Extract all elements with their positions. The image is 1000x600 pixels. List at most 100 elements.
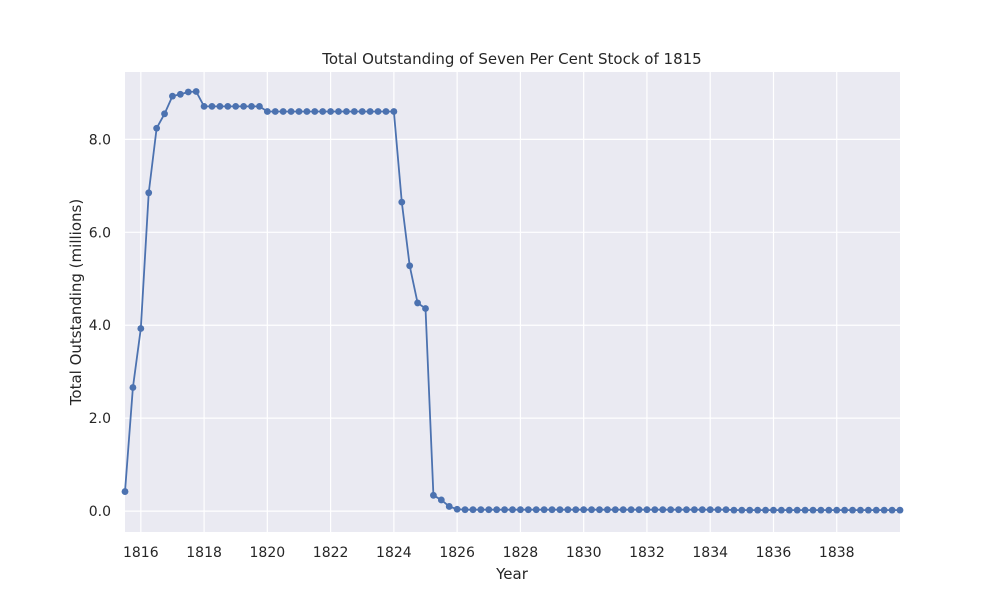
data-point	[161, 110, 168, 118]
data-point	[169, 92, 176, 100]
data-point	[343, 108, 350, 115]
data-point	[730, 506, 738, 514]
x-tick-label: 1818	[186, 545, 222, 561]
data-point	[319, 108, 327, 115]
data-point	[469, 506, 477, 514]
data-point	[857, 506, 864, 514]
data-point	[232, 102, 240, 110]
x-grid	[140, 72, 838, 532]
data-point	[770, 506, 777, 514]
y-tick-labels: 0.0 2.0 4.0 6.0 8.0	[89, 132, 111, 520]
data-point	[793, 506, 801, 514]
data-point	[627, 506, 635, 514]
data-point	[374, 108, 382, 115]
data-point	[896, 506, 904, 514]
data-point	[517, 506, 524, 514]
data-point	[777, 506, 785, 514]
data-point	[184, 88, 192, 96]
y-tick-label: 8.0	[89, 132, 111, 148]
data-point	[453, 505, 461, 513]
data-point	[145, 189, 153, 197]
data-point	[327, 108, 335, 115]
data-point	[430, 491, 437, 499]
data-point	[366, 108, 374, 115]
data-point	[224, 102, 232, 110]
data-point	[200, 102, 208, 110]
data-point	[746, 506, 754, 514]
y-tick-label: 0.0	[89, 504, 111, 520]
chart-title: Total Outstanding of Seven Per Cent Stoc…	[321, 50, 701, 68]
x-tick-label: 1826	[439, 545, 475, 561]
data-point	[540, 506, 548, 514]
data-point	[556, 506, 564, 514]
data-point	[619, 506, 627, 514]
data-point	[643, 506, 651, 514]
data-point	[754, 506, 762, 514]
x-tick-label: 1832	[629, 545, 665, 561]
data-point	[461, 506, 469, 514]
data-point	[651, 506, 659, 514]
data-point	[564, 506, 572, 514]
data-point	[864, 506, 872, 514]
data-point	[485, 506, 493, 514]
data-point	[596, 506, 603, 514]
x-tick-label: 1830	[566, 545, 602, 561]
x-tick-label: 1820	[250, 545, 286, 561]
data-point	[311, 108, 319, 115]
data-point	[714, 506, 722, 514]
data-point	[414, 299, 421, 307]
data-point	[263, 108, 271, 115]
data-point	[295, 108, 303, 115]
x-tick-label: 1836	[756, 545, 792, 561]
data-point	[604, 506, 611, 514]
data-point	[801, 506, 809, 514]
data-point	[675, 506, 682, 514]
y-tick-label: 6.0	[89, 225, 111, 241]
data-point	[635, 506, 643, 514]
data-point	[785, 506, 793, 514]
data-point	[548, 506, 556, 514]
y-tick-label: 2.0	[89, 411, 111, 427]
data-point	[129, 384, 137, 391]
data-point	[279, 108, 287, 115]
data-point	[256, 102, 263, 110]
data-point	[493, 506, 501, 514]
data-point	[477, 506, 485, 514]
data-point	[382, 108, 390, 115]
data-point	[271, 108, 279, 115]
series-layer	[121, 88, 904, 514]
data-point	[398, 198, 406, 206]
data-point	[880, 506, 888, 514]
x-tick-label: 1824	[376, 545, 412, 561]
data-point	[501, 506, 508, 514]
data-point	[350, 108, 358, 115]
data-point	[738, 506, 746, 514]
x-axis-label: Year	[495, 565, 529, 583]
data-point	[192, 88, 200, 95]
data-point	[524, 506, 532, 514]
data-point	[588, 506, 595, 514]
x-tick-label: 1816	[123, 545, 159, 561]
data-point	[722, 506, 730, 514]
data-point	[833, 506, 841, 514]
data-point	[216, 102, 224, 110]
data-point	[509, 506, 516, 514]
data-point	[825, 506, 833, 514]
x-tick-label: 1838	[819, 545, 855, 561]
data-point	[287, 108, 295, 115]
data-point	[445, 503, 453, 510]
data-point	[335, 108, 342, 115]
data-point	[248, 102, 255, 110]
data-point	[121, 488, 129, 495]
data-point	[153, 124, 161, 132]
data-point	[667, 506, 675, 514]
data-point	[390, 108, 398, 115]
data-point	[659, 506, 667, 514]
data-point	[572, 506, 580, 514]
data-point	[698, 506, 706, 514]
data-point	[872, 506, 880, 514]
data-point	[849, 506, 856, 514]
data-point	[841, 506, 849, 514]
data-point	[888, 506, 896, 514]
